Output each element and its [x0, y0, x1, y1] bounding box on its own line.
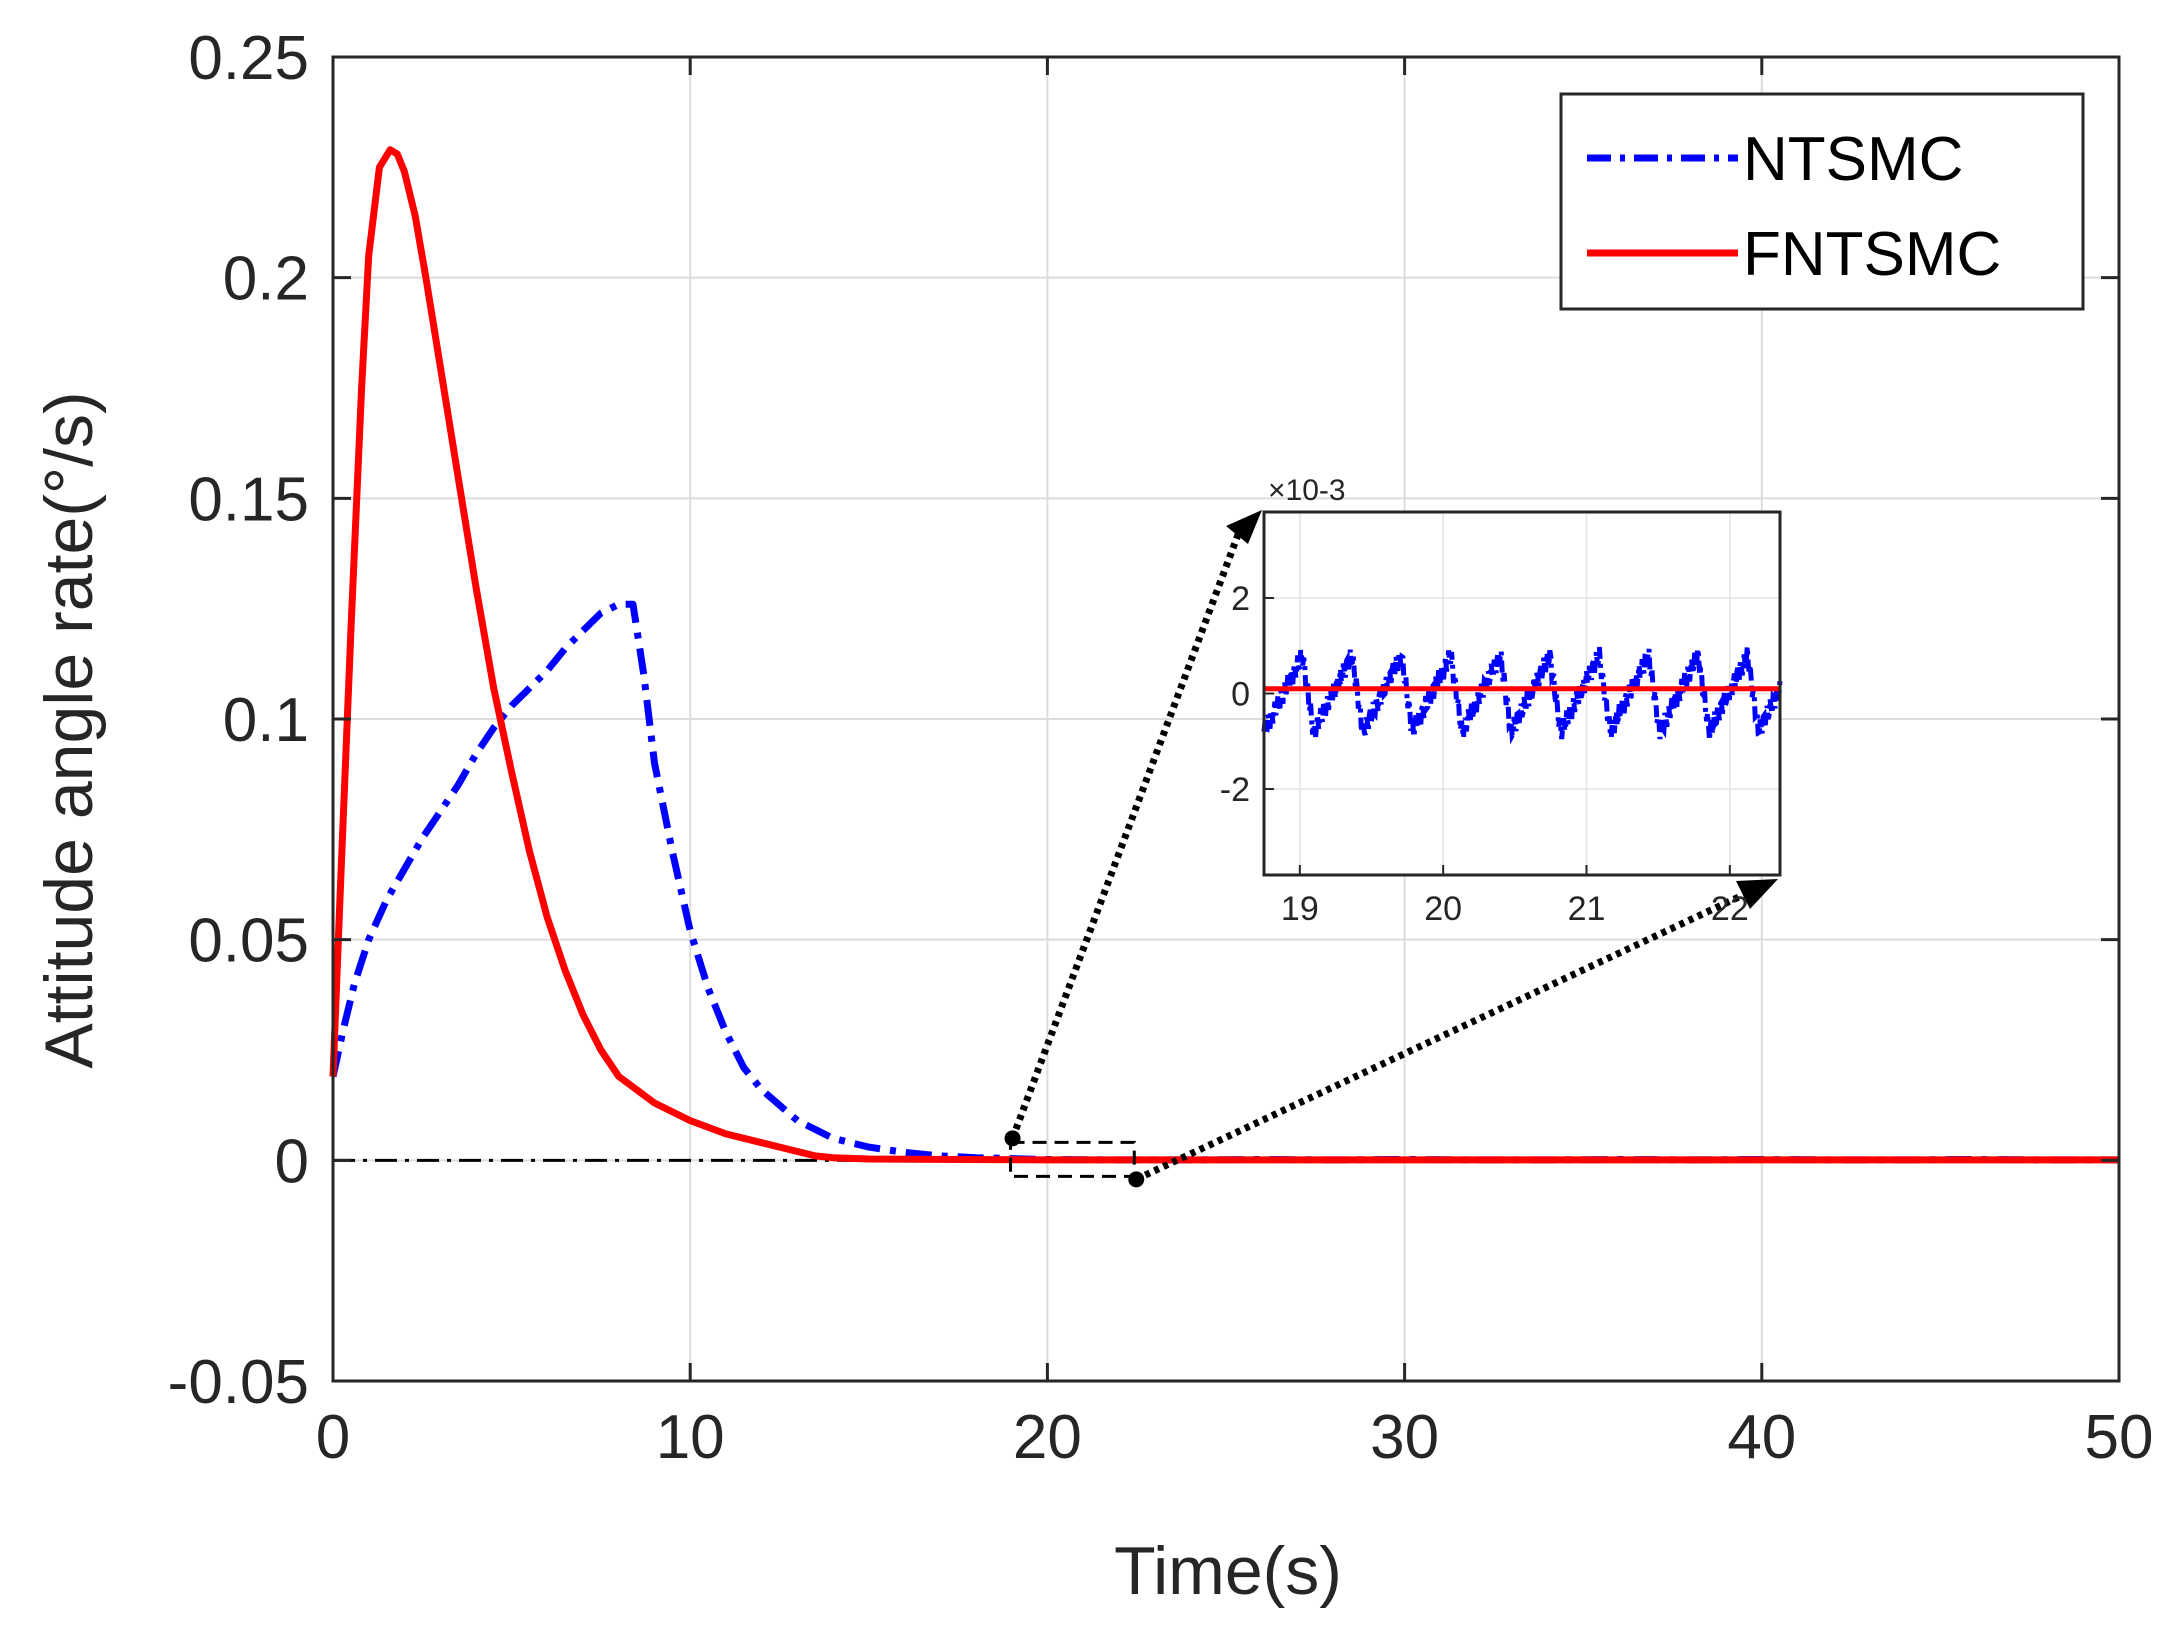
inset-y-tick-label: 0	[1231, 676, 1250, 714]
inset-y-ticks: -2 0 2	[1220, 580, 1274, 809]
zoom-region-box	[1009, 1140, 1136, 1178]
main-x-tick-label: 10	[656, 1403, 725, 1472]
main-x-tick-label: 40	[1727, 1403, 1796, 1472]
inset-chart: 19 20 21 22 -2 0 2 ×10-3	[1220, 474, 1783, 928]
series-line-fntsmc	[329, 146, 2119, 1164]
zoom-anchor-dot-upper	[1004, 1130, 1021, 1147]
legend: NTSMC FNTSMC	[1559, 92, 2085, 311]
inset-series-line-ntsmc	[1261, 646, 1783, 745]
main-x-ticks: 0 10 20 30 40 50	[316, 57, 2154, 1472]
inset-exponent-label: ×10-3	[1268, 474, 1346, 507]
zoom-arrowhead-upper	[1226, 510, 1262, 544]
main-y-tick-label: 0.2	[223, 245, 309, 314]
inset-x-ticks: 19 20 21 22	[1281, 865, 1749, 928]
main-y-tick-label: 0.05	[188, 907, 309, 976]
zoom-arrowhead-lower	[1736, 879, 1778, 909]
inset-grid	[1264, 512, 1780, 875]
main-x-tick-label: 20	[1013, 1403, 1082, 1472]
main-x-tick-label: 50	[2085, 1403, 2154, 1472]
main-y-tick-label: 0.15	[188, 465, 309, 534]
main-x-tick-label: 30	[1370, 1403, 1439, 1472]
y-axis-label: Attitude angle rate(°/s)	[31, 391, 107, 1068]
main-y-tick-label: 0.1	[223, 686, 309, 755]
legend-label-ntsmc: NTSMC	[1743, 125, 1963, 194]
main-y-tick-label: 0	[275, 1127, 309, 1196]
zoom-connector-lower	[1134, 885, 1758, 1183]
inset-series	[1261, 646, 1783, 745]
legend-box	[1559, 92, 2085, 311]
inset-y-tick-label: 2	[1231, 580, 1250, 618]
inset-x-tick-label: 20	[1424, 890, 1462, 928]
zoom-anchor-dot-lower	[1128, 1171, 1145, 1188]
legend-label-fntsmc: FNTSMC	[1743, 220, 2001, 289]
main-y-ticks: -0.05 0 0.05 0.1 0.15 0.2 0.25	[168, 24, 2119, 1417]
zoom-callout	[1004, 510, 1778, 1188]
main-series	[329, 146, 2119, 1164]
inset-y-tick-label: -2	[1220, 771, 1250, 809]
main-y-tick-label: 0.25	[188, 24, 309, 93]
main-y-tick-label: -0.05	[168, 1348, 309, 1417]
inset-x-tick-label: 22	[1711, 890, 1749, 928]
inset-x-tick-label: 21	[1568, 890, 1606, 928]
inset-x-tick-label: 19	[1281, 890, 1319, 928]
x-axis-label: Time(s)	[1114, 1533, 1342, 1609]
main-x-tick-label: 0	[316, 1403, 350, 1472]
